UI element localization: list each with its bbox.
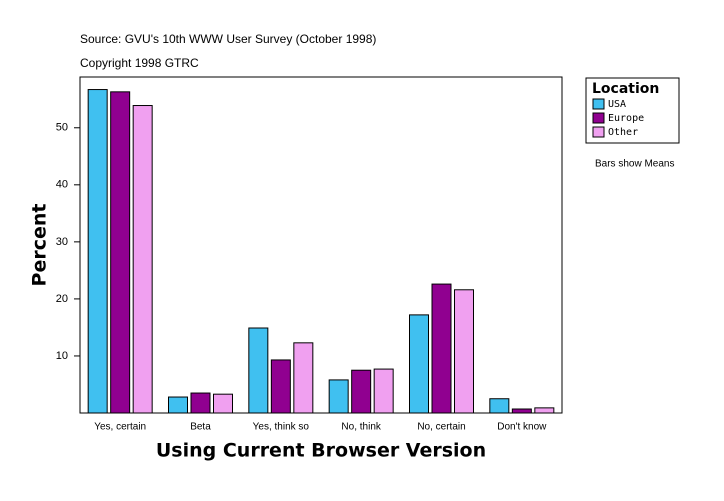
bar xyxy=(168,396,188,414)
bar xyxy=(293,342,314,414)
bar xyxy=(534,407,555,414)
bar xyxy=(87,89,108,414)
bar xyxy=(328,379,349,414)
chart-title: Source: GVU's 10th WWW User Survey (Octo… xyxy=(80,32,376,46)
bar xyxy=(489,398,510,414)
bar xyxy=(351,369,372,414)
bar xyxy=(213,393,233,414)
legend-swatch xyxy=(592,112,605,124)
annotation: Bars show Means xyxy=(595,159,674,170)
chart-subtitle: Copyright 1998 GTRC xyxy=(80,56,199,70)
bar xyxy=(132,105,153,414)
y-tick-label: 20 xyxy=(56,293,68,305)
legend-swatch xyxy=(592,98,605,110)
legend-label: Other xyxy=(608,127,638,138)
y-tick-label: 50 xyxy=(56,122,68,134)
y-axis-label: Percent xyxy=(29,204,51,287)
legend-label: USA xyxy=(608,99,626,110)
bar xyxy=(248,327,269,414)
x-tick-label: Yes, certain xyxy=(94,422,146,433)
bar xyxy=(511,408,532,414)
legend-title: Location xyxy=(592,81,659,97)
bar xyxy=(190,392,211,414)
x-tick-label: Beta xyxy=(190,422,211,433)
bar xyxy=(454,289,474,414)
x-tick-label: Don't know xyxy=(497,422,547,433)
y-tick-label: 40 xyxy=(56,179,68,191)
bar xyxy=(110,91,131,414)
bar xyxy=(270,359,291,414)
x-tick-label: Yes, think so xyxy=(253,422,310,433)
legend-swatch xyxy=(592,126,605,138)
x-tick-label: No, certain xyxy=(417,422,465,433)
bar xyxy=(373,368,394,414)
plot-frame xyxy=(79,76,563,414)
y-tick-label: 10 xyxy=(56,350,68,362)
bar xyxy=(431,283,452,414)
x-axis-label: Using Current Browser Version xyxy=(156,440,486,462)
y-tick-label: 30 xyxy=(56,236,68,248)
legend-label: Europe xyxy=(608,113,644,124)
x-tick-label: No, think xyxy=(341,422,381,433)
bar xyxy=(409,314,429,414)
